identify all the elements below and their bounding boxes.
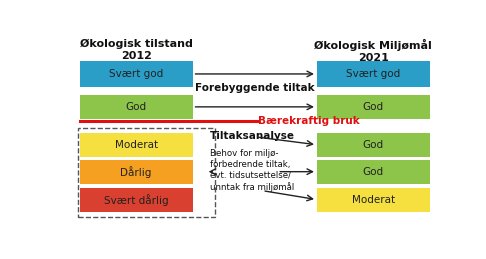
Bar (317, 160, 430, 184)
Bar (80, 95, 192, 119)
Bar (80, 188, 192, 212)
Text: Svært dårlig: Svært dårlig (104, 194, 168, 206)
Bar (317, 61, 430, 87)
Bar (78, 128, 215, 217)
Text: God: God (363, 140, 384, 150)
Bar (317, 133, 430, 157)
Text: Moderat: Moderat (352, 195, 395, 205)
Text: Økologisk tilstand
2012: Økologisk tilstand 2012 (80, 39, 192, 61)
Text: Behov for miljø-
forbedrende tiltak,
evt. tidsutsettelse/
unntak fra miljømål: Behov for miljø- forbedrende tiltak, evt… (209, 149, 294, 192)
Text: Moderat: Moderat (115, 140, 157, 150)
Text: Bærekraftig bruk: Bærekraftig bruk (259, 116, 360, 126)
Bar (80, 61, 192, 87)
Text: Forebyggende tiltak: Forebyggende tiltak (195, 83, 314, 93)
Bar (80, 133, 192, 157)
Text: God: God (363, 167, 384, 177)
Text: Dårlig: Dårlig (121, 166, 152, 178)
Text: Økologisk Miljømål
2021: Økologisk Miljømål 2021 (314, 39, 432, 63)
Text: Tiltaksanalyse: Tiltaksanalyse (209, 131, 295, 141)
Bar (80, 160, 192, 184)
Text: Svært god: Svært god (109, 69, 163, 79)
Bar (317, 95, 430, 119)
Text: God: God (125, 102, 147, 112)
Bar (317, 188, 430, 212)
Text: Svært god: Svært god (346, 69, 400, 79)
Text: God: God (363, 102, 384, 112)
